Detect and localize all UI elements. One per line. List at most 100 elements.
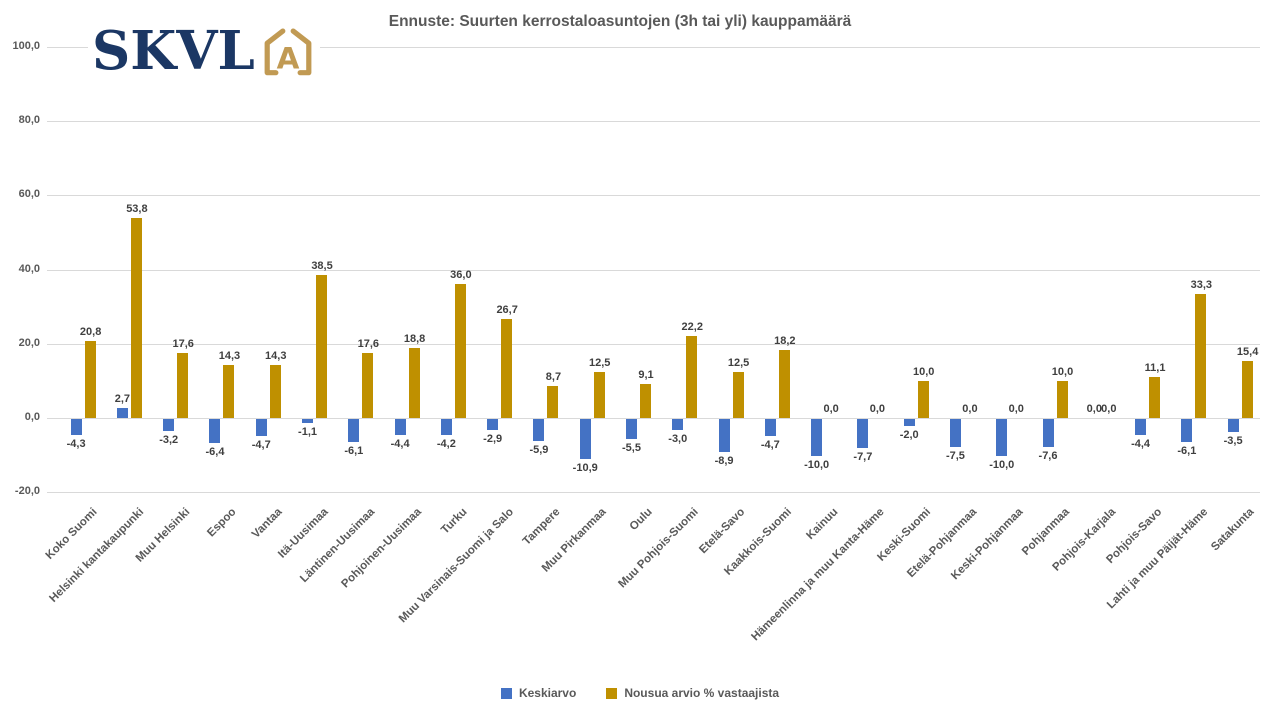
bar-nousua [686,335,698,418]
bar-nousua [501,318,513,418]
value-label: -3,2 [159,433,179,446]
y-axis-tick-label: 80,0 [18,114,40,127]
bar-keskiarvo [302,419,314,424]
bar-keskiarvo [903,419,915,427]
value-label: 0,0 [869,403,886,415]
category-label: Muu Pohjois-Suomi [616,506,702,591]
bar-nousua [177,352,189,418]
gridline [47,492,1260,494]
bar-nousua [547,385,559,418]
y-axis-tick-label: 40,0 [18,262,40,275]
value-label: 0,0 [1101,403,1117,415]
bar-keskiarvo [487,419,499,430]
bar-keskiarvo [533,419,545,441]
bar-nousua [917,380,929,418]
bar-keskiarvo [1181,419,1193,442]
legend: Keskiarvo Nousua arvio % vastaajista [0,686,1280,700]
bar-keskiarvo [764,419,776,437]
value-label: -7,7 [853,450,873,463]
value-label: -4,2 [436,437,456,450]
logo-letter: A [276,41,299,75]
bar-nousua [732,371,744,418]
bar-keskiarvo [1227,419,1239,432]
value-label: 0,0 [1086,403,1102,415]
value-label: -5,5 [622,442,641,455]
y-axis-tick-label: 60,0 [18,188,40,201]
bar-nousua [408,348,420,418]
value-label: 2,7 [114,392,131,405]
gridline [47,121,1260,123]
category-label: Etelä-Savo [697,506,748,557]
legend-swatch-nousua [606,687,618,699]
value-label: 14,3 [265,349,287,362]
bar-keskiarvo [718,419,730,453]
value-label: -4,4 [390,438,410,451]
category-label: Espoo [205,506,239,540]
value-label: -10,0 [989,459,1015,472]
bar-keskiarvo [116,407,128,418]
bar-keskiarvo [672,419,684,431]
value-label: -4,3 [66,437,86,450]
value-label: 33,3 [1190,279,1213,292]
bar-nousua [454,284,466,418]
bar-nousua [269,364,281,418]
value-label: -8,9 [714,455,734,468]
value-label: 18,2 [774,335,796,348]
value-label: -4,7 [760,439,780,452]
logo-text: SKVL [92,19,255,82]
value-label: -7,5 [945,449,965,462]
chart-title: Ennuste: Suurten kerrostaloasuntojen (3h… [388,13,852,30]
value-label: -6,1 [1177,444,1197,457]
skvl-logo: SKVL A [88,12,320,90]
bar-nousua [84,340,96,418]
bar-keskiarvo [857,419,869,448]
category-label: Turku [439,506,470,537]
bar-nousua [593,371,605,418]
value-label: 22,2 [681,320,703,333]
value-label: -2,9 [483,432,503,445]
category-label: Kainuu [804,506,841,543]
value-label: 0,0 [823,403,839,415]
value-label: -5,9 [529,443,549,456]
value-label: 12,5 [727,356,750,369]
value-label: -3,0 [668,433,688,446]
value-label: -2,0 [899,429,919,442]
legend-item-keskiarvo: Keskiarvo [500,686,576,700]
value-label: 36,0 [450,269,472,282]
house-right-stroke [290,28,312,76]
bar-nousua [362,352,374,418]
gridline [47,47,1260,48]
bar-keskiarvo [394,419,406,436]
legend-label-nousua: Nousua arvio % vastaajista [624,686,780,700]
value-label: -4,4 [1131,438,1151,451]
bar-keskiarvo [70,419,82,435]
bar-nousua [778,350,790,418]
bar-nousua [316,275,328,418]
value-label: 10,0 [1051,365,1074,378]
bar-keskiarvo [996,419,1008,457]
gridline [47,195,1260,197]
bar-keskiarvo [1042,419,1054,448]
bar-keskiarvo [348,419,360,442]
bar-nousua [1195,294,1207,418]
value-label: 12,5 [589,356,611,369]
y-axis-tick-label: 100,0 [12,40,40,52]
bar-keskiarvo [440,419,452,435]
value-label: 53,8 [126,203,148,216]
gridline [47,269,1260,271]
house-left-stroke [264,28,286,76]
value-label: -4,7 [251,439,271,452]
legend-swatch-keskiarvo [500,687,512,699]
gridline [47,343,1260,345]
category-label: Helsinki kantakaupunki [47,506,146,605]
bar-nousua [1056,380,1068,418]
value-label: 8,7 [545,370,562,383]
value-label: 10,0 [912,365,935,378]
category-label: Pohjoinen-Uusimaa [339,506,424,591]
value-label: -6,4 [205,445,225,458]
value-label: 0,0 [962,403,978,415]
value-label: -10,9 [572,462,598,475]
value-label: 14,3 [218,349,241,362]
